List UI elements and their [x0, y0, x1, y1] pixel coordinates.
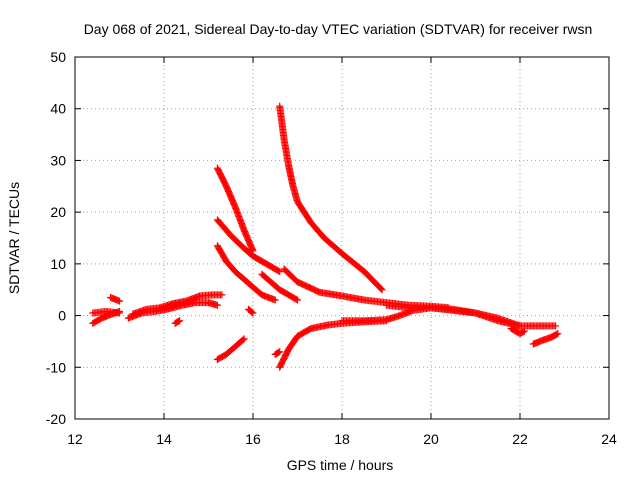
- x-axis-label: GPS time / hours: [287, 457, 394, 473]
- chart-title: Day 068 of 2021, Sidereal Day-to-day VTE…: [84, 21, 593, 37]
- series-arc-n: [280, 265, 453, 312]
- data-point: [377, 285, 385, 293]
- y-tick-label: 30: [50, 152, 66, 168]
- data-point: [248, 308, 256, 316]
- series-arc-s: [507, 325, 528, 338]
- series-arc-k: [245, 305, 257, 317]
- series-arc-e: [129, 291, 226, 318]
- series-arc-i: [213, 242, 279, 304]
- series-arc-h: [213, 216, 284, 276]
- data-point: [274, 267, 282, 275]
- data-point: [116, 309, 123, 317]
- data-point: [553, 330, 561, 338]
- axis-ticks: 12 14 16 18 20 22 24 -20 -10 0 10 20 30 40 50: [46, 49, 617, 447]
- x-tick-label: 20: [423, 431, 439, 447]
- data-point: [176, 317, 184, 325]
- data-point: [275, 348, 283, 356]
- y-tick-label: 10: [50, 256, 66, 272]
- data-point: [519, 328, 527, 336]
- x-tick-label: 18: [334, 431, 350, 447]
- series-arc-j: [213, 335, 248, 364]
- x-tick-label: 24: [601, 431, 617, 447]
- data-point: [116, 297, 123, 305]
- series-arc-l: [258, 270, 301, 304]
- data-point: [213, 301, 221, 309]
- series-arc-o: [271, 348, 284, 358]
- data-point: [249, 309, 257, 317]
- data-point: [520, 327, 528, 335]
- data-point: [378, 286, 386, 294]
- x-tick-label: 22: [512, 431, 528, 447]
- x-tick-label: 16: [245, 431, 261, 447]
- y-tick-label: -20: [46, 411, 66, 427]
- data-point: [174, 317, 182, 325]
- data-point: [276, 348, 284, 356]
- y-axis-label: SDTVAR / TECUs: [6, 182, 22, 294]
- series-arc-b: [89, 307, 123, 317]
- data-point: [554, 330, 562, 338]
- grid: [75, 57, 609, 419]
- y-tick-label: 0: [58, 308, 66, 324]
- y-tick-label: -10: [46, 359, 66, 375]
- data-point: [240, 335, 248, 343]
- series-arc-r: [383, 301, 560, 330]
- series-arc-c: [107, 293, 123, 305]
- y-tick-label: 50: [50, 49, 66, 65]
- series-arc-m: [276, 102, 386, 294]
- series-arc-f: [171, 317, 184, 327]
- data-point: [239, 336, 247, 344]
- series-arc-p: [276, 317, 390, 371]
- series-arc-t: [529, 330, 562, 348]
- y-tick-label: 40: [50, 101, 66, 117]
- data-point: [271, 296, 279, 304]
- data-point: [294, 296, 301, 304]
- x-tick-label: 14: [156, 431, 172, 447]
- series-arc-g: [213, 164, 257, 255]
- y-tick-label: 20: [50, 204, 66, 220]
- x-tick-label: 12: [67, 431, 83, 447]
- data-layer: [89, 102, 562, 371]
- data-point: [552, 322, 560, 330]
- data-point: [276, 268, 284, 276]
- data-point: [292, 295, 300, 303]
- data-point: [218, 291, 226, 299]
